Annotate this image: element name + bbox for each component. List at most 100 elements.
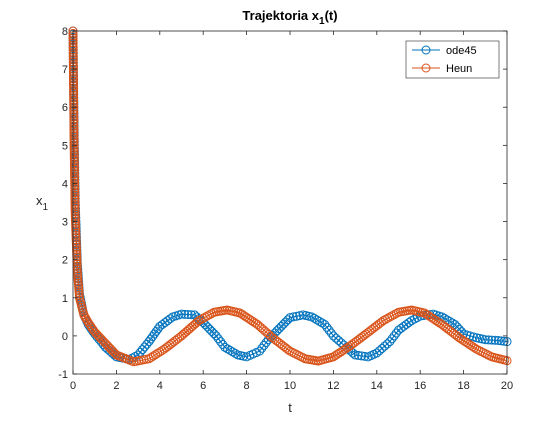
data-point: [223, 344, 232, 354]
data-point: [183, 310, 193, 320]
data-point: [150, 350, 160, 360]
data-point: [70, 178, 80, 188]
data-point: [225, 345, 235, 355]
data-point: [69, 102, 79, 112]
y-tick-label: 0: [62, 331, 68, 343]
data-point: [71, 240, 81, 250]
data-point: [324, 325, 334, 335]
data-point: [73, 276, 83, 286]
data-point: [485, 351, 495, 361]
data-point: [69, 155, 79, 165]
data-point: [68, 74, 78, 84]
data-point: [70, 173, 80, 183]
data-point: [99, 337, 109, 347]
data-point: [105, 343, 115, 353]
y-tick-label: -1: [58, 369, 68, 381]
data-point: [385, 337, 395, 347]
data-point: [220, 342, 230, 352]
data-point: [70, 185, 80, 195]
y-axis-label-subscript: 1: [43, 202, 49, 213]
x-axis-label: t: [288, 400, 292, 415]
data-point: [70, 211, 80, 221]
x-tick-label: 16: [414, 380, 426, 392]
data-point: [69, 157, 79, 167]
data-point: [334, 335, 344, 345]
data-point: [70, 169, 80, 179]
data-point: [69, 164, 79, 174]
data-point: [102, 340, 112, 350]
x-axis-ticks: 0 2 4 6 8 10 12 14 16 18 20: [70, 31, 513, 392]
data-point: [372, 348, 382, 358]
data-point: [295, 311, 305, 321]
data-point: [307, 312, 317, 322]
data-point: [146, 352, 156, 362]
data-point: [69, 105, 79, 115]
data-point: [71, 230, 81, 240]
data-point: [69, 124, 79, 134]
data-point: [353, 350, 363, 360]
data-point: [389, 331, 399, 341]
data-point: [69, 138, 79, 148]
data-point: [69, 150, 79, 160]
data-point: [320, 319, 330, 329]
data-point: [71, 242, 81, 252]
data-point: [153, 348, 163, 358]
data-point: [391, 328, 401, 338]
data-point: [70, 204, 80, 214]
data-point: [70, 214, 80, 224]
data-point: [360, 351, 370, 361]
data-point: [68, 76, 78, 86]
data-point: [96, 334, 106, 344]
data-point: [74, 286, 84, 295]
data-point: [482, 350, 492, 360]
data-point: [69, 100, 79, 110]
data-point: [180, 309, 190, 319]
data-point: [296, 352, 306, 362]
legend: ode45 Heun: [405, 40, 500, 79]
data-point: [213, 334, 223, 344]
data-point: [69, 95, 79, 105]
legend-label-heun: Heun: [446, 63, 472, 75]
data-point: [70, 207, 80, 217]
data-point: [71, 218, 81, 228]
data-point: [374, 346, 384, 356]
data-point: [69, 93, 79, 103]
data-point: [69, 114, 79, 124]
data-point: [69, 152, 79, 162]
data-point: [69, 121, 79, 131]
data-point: [283, 315, 293, 325]
data-point: [69, 131, 79, 141]
data-point: [69, 88, 79, 98]
data-point: [73, 278, 83, 288]
x-tick-label: 4: [157, 380, 163, 392]
data-point: [69, 143, 79, 153]
data-point: [70, 209, 80, 219]
y-axis-ticks: -1 0 1 2 3 4 5 6 7 8: [58, 26, 507, 381]
data-point: [71, 233, 81, 243]
data-point: [69, 97, 79, 107]
data-point: [70, 197, 80, 207]
data-point: [69, 133, 79, 143]
y-tick-label: 4: [62, 178, 68, 190]
data-point: [380, 341, 390, 351]
data-point: [211, 331, 221, 341]
data-point: [331, 333, 341, 343]
data-point: [70, 181, 80, 191]
data-point: [480, 335, 490, 345]
legend-marker-ode45: [421, 45, 431, 55]
data-point: [70, 190, 80, 200]
data-point: [70, 183, 80, 193]
y-tick-label: 8: [62, 26, 68, 38]
data-point: [68, 71, 78, 81]
data-point: [71, 228, 81, 238]
x-tick-label: 14: [371, 380, 383, 392]
y-tick-label: 7: [62, 64, 68, 76]
legend-label-ode45: ode45: [446, 45, 477, 57]
data-point: [387, 334, 397, 344]
data-point: [70, 216, 80, 226]
data-point: [499, 336, 509, 346]
legend-box: [405, 40, 500, 79]
data-point: [71, 238, 81, 248]
